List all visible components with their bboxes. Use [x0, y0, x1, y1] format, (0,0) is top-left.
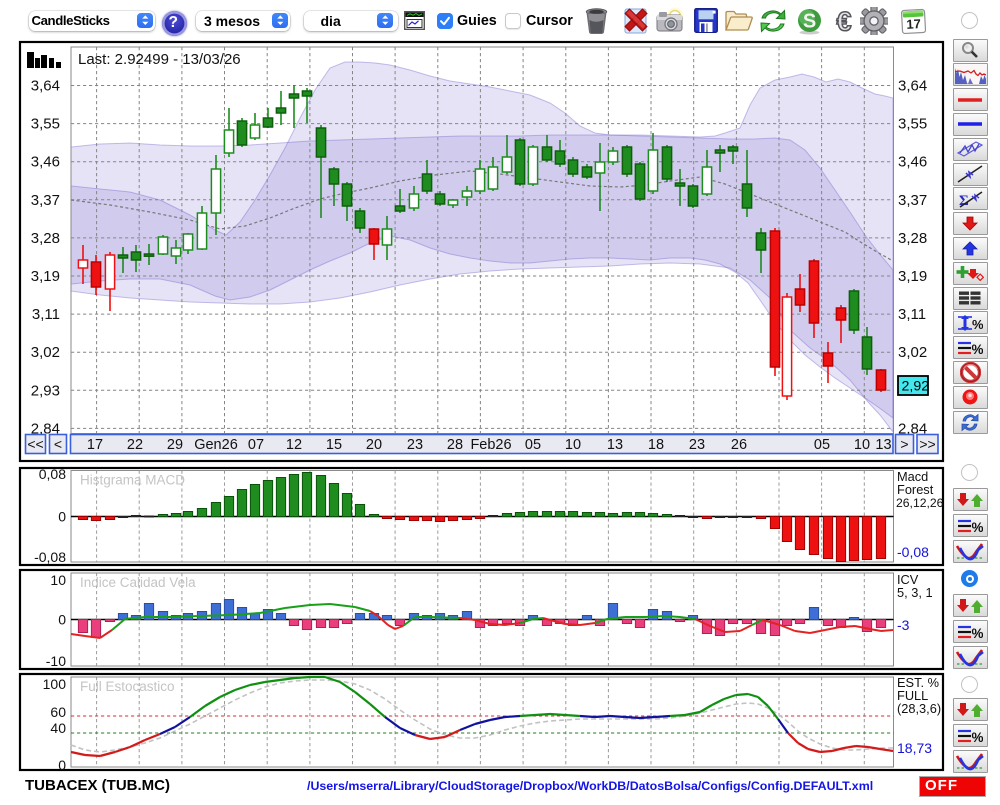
svg-text:26,12,26: 26,12,26	[896, 496, 944, 510]
svg-text:23: 23	[689, 437, 705, 453]
svg-text:>: >	[900, 436, 908, 452]
svg-text:Histgrama MACD: Histgrama MACD	[80, 473, 185, 488]
svg-text:>>: >>	[919, 436, 935, 452]
svg-text:26: 26	[731, 437, 747, 453]
svg-text:05: 05	[814, 437, 830, 453]
svg-text:Gen26: Gen26	[194, 437, 238, 453]
svg-text:10: 10	[854, 437, 870, 453]
svg-text:EST. %: EST. %	[897, 675, 939, 690]
svg-text:3,02: 3,02	[898, 344, 927, 361]
svg-text:22: 22	[127, 437, 143, 453]
svg-text:05: 05	[525, 437, 541, 453]
svg-text:13: 13	[607, 437, 623, 453]
svg-text:Forest: Forest	[897, 482, 934, 497]
svg-text:-10: -10	[46, 653, 66, 669]
svg-text:S: S	[803, 11, 816, 33]
svg-text:3,11: 3,11	[32, 306, 60, 323]
svg-text:FULL: FULL	[897, 688, 928, 703]
svg-text:28: 28	[447, 437, 463, 453]
svg-text:Macd: Macd	[897, 469, 928, 484]
svg-text:2,84: 2,84	[898, 420, 927, 437]
svg-text:-0,08: -0,08	[34, 549, 66, 565]
svg-text:<: <	[54, 436, 62, 452]
svg-text:2,92: 2,92	[902, 379, 930, 395]
svg-text:29: 29	[167, 437, 183, 453]
svg-text:3,46: 3,46	[898, 154, 927, 171]
svg-text:3,19: 3,19	[31, 268, 60, 285]
svg-text:-0,08: -0,08	[897, 544, 929, 560]
svg-text:Feb26: Feb26	[470, 437, 511, 453]
svg-text:07: 07	[248, 437, 264, 453]
svg-text:12: 12	[286, 437, 302, 453]
svg-text:0,08: 0,08	[39, 466, 66, 482]
svg-text:3,46: 3,46	[31, 154, 60, 171]
svg-text:ICV: ICV	[897, 572, 919, 587]
svg-text:100: 100	[43, 676, 67, 692]
svg-text:3,11: 3,11	[898, 306, 926, 323]
svg-text:0: 0	[58, 612, 66, 628]
svg-text:Full Estocastico: Full Estocastico	[80, 679, 175, 694]
svg-text:3,55: 3,55	[31, 116, 60, 133]
svg-text:3,64: 3,64	[31, 78, 60, 95]
svg-text:Last: 2.92499 - 13/03/26: Last: 2.92499 - 13/03/26	[78, 51, 241, 68]
svg-text:(28,3,6): (28,3,6)	[897, 701, 941, 716]
svg-text:2,84: 2,84	[31, 420, 60, 437]
svg-text:17: 17	[906, 16, 921, 32]
svg-text:3,28: 3,28	[898, 230, 927, 247]
svg-text:15: 15	[326, 437, 342, 453]
svg-text:23: 23	[407, 437, 423, 453]
svg-text:%: %	[972, 626, 984, 641]
svg-text:10: 10	[565, 437, 581, 453]
svg-text:18: 18	[648, 437, 664, 453]
svg-text:Σ: Σ	[959, 193, 969, 208]
svg-text:€: €	[836, 7, 851, 35]
svg-text:0: 0	[58, 757, 66, 773]
svg-text:17: 17	[87, 437, 103, 453]
svg-text:<<: <<	[27, 436, 43, 452]
svg-text:0: 0	[58, 509, 66, 525]
svg-text:%: %	[972, 342, 984, 357]
svg-text:13: 13	[875, 437, 891, 453]
svg-text:3,02: 3,02	[31, 344, 60, 361]
svg-text:3,64: 3,64	[898, 78, 927, 95]
svg-text:40: 40	[50, 720, 66, 736]
svg-text:5, 3, 1: 5, 3, 1	[897, 585, 933, 600]
svg-text:3,37: 3,37	[31, 192, 60, 209]
svg-text:%: %	[972, 520, 984, 535]
svg-text:60: 60	[50, 704, 66, 720]
svg-text:3,28: 3,28	[31, 230, 60, 247]
svg-text:3,37: 3,37	[898, 192, 927, 209]
svg-text:3,19: 3,19	[898, 268, 927, 285]
svg-text:10: 10	[50, 572, 66, 588]
svg-text:18,73: 18,73	[897, 740, 932, 756]
svg-text:%: %	[972, 317, 983, 332]
svg-text:Indice Calidad Vela: Indice Calidad Vela	[80, 575, 196, 590]
svg-text:-3: -3	[897, 617, 910, 633]
svg-text:%: %	[972, 730, 984, 745]
svg-text:20: 20	[366, 437, 382, 453]
svg-text:3,55: 3,55	[898, 116, 927, 133]
svg-text:2,93: 2,93	[31, 382, 60, 399]
